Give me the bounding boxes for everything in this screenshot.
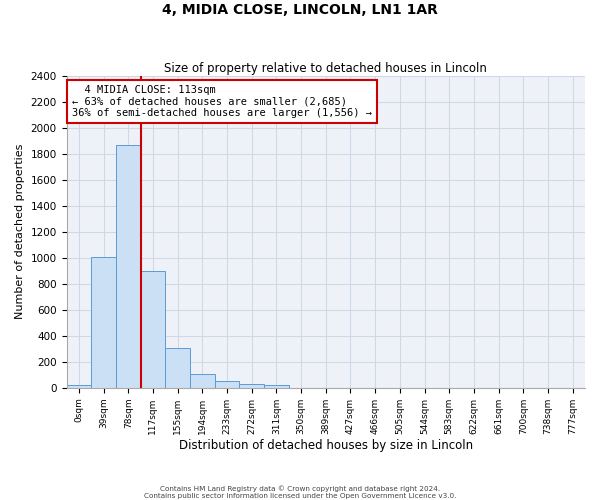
Bar (239, 384, 264, 388)
Bar (91, 257, 116, 388)
Title: Size of property relative to detached houses in Lincoln: Size of property relative to detached ho… (164, 62, 487, 74)
Text: 4, MIDIA CLOSE, LINCOLN, LN1 1AR: 4, MIDIA CLOSE, LINCOLN, LN1 1AR (162, 2, 438, 16)
Text: Contains HM Land Registry data © Crown copyright and database right 2024.
Contai: Contains HM Land Registry data © Crown c… (144, 486, 456, 499)
X-axis label: Distribution of detached houses by size in Lincoln: Distribution of detached houses by size … (179, 440, 473, 452)
Y-axis label: Number of detached properties: Number of detached properties (15, 144, 25, 320)
Bar (215, 382, 239, 388)
Bar (140, 271, 165, 388)
Bar (264, 385, 289, 388)
Bar (116, 144, 140, 388)
Bar (190, 374, 215, 388)
Text: 4 MIDIA CLOSE: 113sqm
← 63% of detached houses are smaller (2,685)
36% of semi-d: 4 MIDIA CLOSE: 113sqm ← 63% of detached … (72, 85, 372, 118)
Bar (165, 348, 190, 388)
Bar (67, 385, 91, 388)
